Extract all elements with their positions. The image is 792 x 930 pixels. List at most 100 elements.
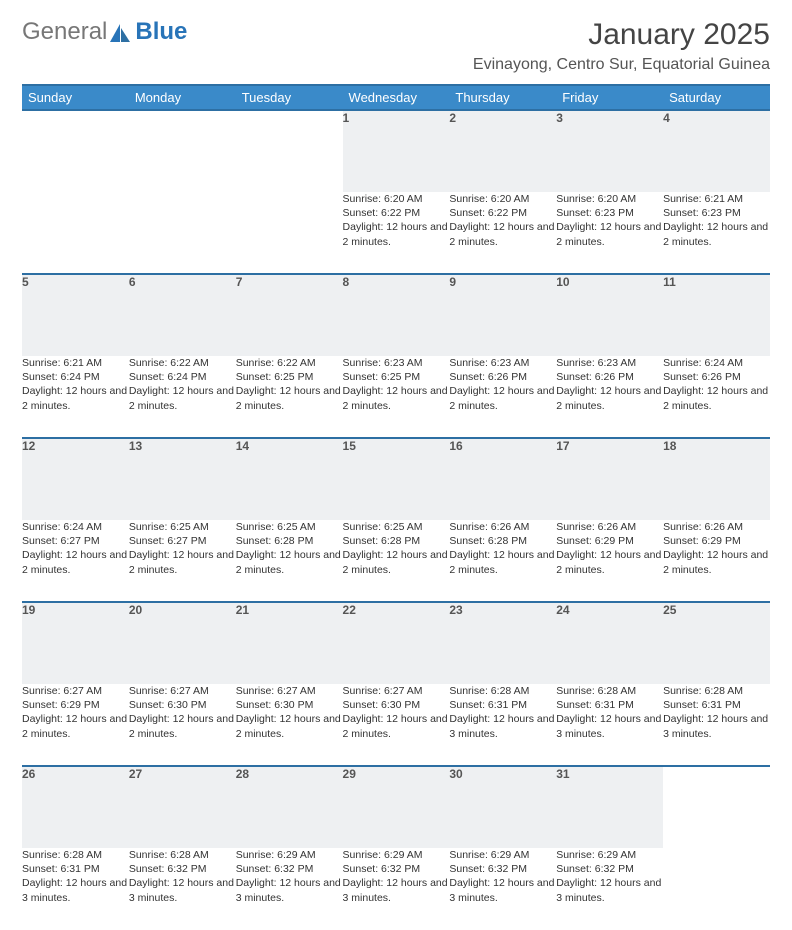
calendar-cell-empty	[129, 110, 236, 192]
day-number: 7	[236, 274, 343, 356]
day-number: 25	[663, 602, 770, 684]
daylight-line: Daylight: 12 hours and 2 minutes.	[663, 548, 770, 576]
day-number: 21	[236, 602, 343, 684]
day-info: Sunrise: 6:28 AMSunset: 6:31 PMDaylight:…	[22, 848, 129, 930]
daylight-line: Daylight: 12 hours and 2 minutes.	[236, 712, 343, 740]
sunrise-line: Sunrise: 6:21 AM	[663, 192, 770, 206]
sunset-line: Sunset: 6:26 PM	[556, 370, 663, 384]
day-info: Sunrise: 6:20 AMSunset: 6:22 PMDaylight:…	[449, 192, 556, 274]
sunset-line: Sunset: 6:26 PM	[449, 370, 556, 384]
daylight-line: Daylight: 12 hours and 2 minutes.	[663, 384, 770, 412]
weekday-header: Monday	[129, 85, 236, 110]
daylight-line: Daylight: 12 hours and 2 minutes.	[343, 384, 450, 412]
day-info: Sunrise: 6:24 AMSunset: 6:27 PMDaylight:…	[22, 520, 129, 602]
day-number: 5	[22, 274, 129, 356]
calendar-header-row: SundayMondayTuesdayWednesdayThursdayFrid…	[22, 85, 770, 110]
daylight-line: Daylight: 12 hours and 2 minutes.	[22, 712, 129, 740]
sunset-line: Sunset: 6:28 PM	[236, 534, 343, 548]
day-number: 17	[556, 438, 663, 520]
month-title: January 2025	[473, 18, 770, 52]
day-info: Sunrise: 6:29 AMSunset: 6:32 PMDaylight:…	[343, 848, 450, 930]
day-number: 12	[22, 438, 129, 520]
sunset-line: Sunset: 6:28 PM	[343, 534, 450, 548]
daylight-line: Daylight: 12 hours and 2 minutes.	[449, 548, 556, 576]
day-info: Sunrise: 6:20 AMSunset: 6:23 PMDaylight:…	[556, 192, 663, 274]
day-info: Sunrise: 6:27 AMSunset: 6:30 PMDaylight:…	[129, 684, 236, 766]
day-number: 3	[556, 110, 663, 192]
day-info: Sunrise: 6:23 AMSunset: 6:25 PMDaylight:…	[343, 356, 450, 438]
sunrise-line: Sunrise: 6:28 AM	[556, 684, 663, 698]
weekday-header: Tuesday	[236, 85, 343, 110]
daylight-line: Daylight: 12 hours and 2 minutes.	[449, 384, 556, 412]
calendar-cell-empty	[22, 110, 129, 192]
sunrise-line: Sunrise: 6:20 AM	[449, 192, 556, 206]
day-number: 11	[663, 274, 770, 356]
sunset-line: Sunset: 6:32 PM	[236, 862, 343, 876]
sunset-line: Sunset: 6:23 PM	[663, 206, 770, 220]
sunset-line: Sunset: 6:29 PM	[663, 534, 770, 548]
sunrise-line: Sunrise: 6:23 AM	[556, 356, 663, 370]
daylight-line: Daylight: 12 hours and 3 minutes.	[663, 712, 770, 740]
sunrise-line: Sunrise: 6:26 AM	[556, 520, 663, 534]
day-number: 4	[663, 110, 770, 192]
daylight-line: Daylight: 12 hours and 2 minutes.	[129, 712, 236, 740]
day-number: 28	[236, 766, 343, 848]
weekday-header: Thursday	[449, 85, 556, 110]
sunrise-line: Sunrise: 6:27 AM	[129, 684, 236, 698]
sunset-line: Sunset: 6:29 PM	[556, 534, 663, 548]
sunset-line: Sunset: 6:31 PM	[556, 698, 663, 712]
day-number: 26	[22, 766, 129, 848]
sunrise-line: Sunrise: 6:22 AM	[236, 356, 343, 370]
day-info: Sunrise: 6:22 AMSunset: 6:25 PMDaylight:…	[236, 356, 343, 438]
daylight-line: Daylight: 12 hours and 3 minutes.	[556, 876, 663, 904]
daylight-line: Daylight: 12 hours and 2 minutes.	[343, 548, 450, 576]
sunrise-line: Sunrise: 6:27 AM	[236, 684, 343, 698]
day-info: Sunrise: 6:28 AMSunset: 6:31 PMDaylight:…	[449, 684, 556, 766]
title-block: January 2025 Evinayong, Centro Sur, Equa…	[473, 18, 770, 74]
day-info: Sunrise: 6:22 AMSunset: 6:24 PMDaylight:…	[129, 356, 236, 438]
location-subtitle: Evinayong, Centro Sur, Equatorial Guinea	[473, 56, 770, 74]
brand-sail-icon	[109, 23, 131, 43]
day-info: Sunrise: 6:28 AMSunset: 6:32 PMDaylight:…	[129, 848, 236, 930]
sunset-line: Sunset: 6:22 PM	[343, 206, 450, 220]
daylight-line: Daylight: 12 hours and 2 minutes.	[343, 220, 450, 248]
daylight-line: Daylight: 12 hours and 2 minutes.	[129, 548, 236, 576]
calendar-cell-empty	[236, 192, 343, 274]
sunrise-line: Sunrise: 6:27 AM	[343, 684, 450, 698]
day-info: Sunrise: 6:23 AMSunset: 6:26 PMDaylight:…	[449, 356, 556, 438]
brand-text-b: Blue	[135, 18, 187, 46]
sunrise-line: Sunrise: 6:20 AM	[556, 192, 663, 206]
daylight-line: Daylight: 12 hours and 2 minutes.	[556, 384, 663, 412]
daylight-line: Daylight: 12 hours and 3 minutes.	[556, 712, 663, 740]
sunset-line: Sunset: 6:28 PM	[449, 534, 556, 548]
daylight-line: Daylight: 12 hours and 3 minutes.	[22, 876, 129, 904]
daylight-line: Daylight: 12 hours and 2 minutes.	[129, 384, 236, 412]
daylight-line: Daylight: 12 hours and 2 minutes.	[556, 548, 663, 576]
weekday-header: Wednesday	[343, 85, 450, 110]
day-number: 22	[343, 602, 450, 684]
day-number: 30	[449, 766, 556, 848]
sunrise-line: Sunrise: 6:29 AM	[449, 848, 556, 862]
weekday-header: Sunday	[22, 85, 129, 110]
day-number: 20	[129, 602, 236, 684]
daylight-line: Daylight: 12 hours and 2 minutes.	[236, 384, 343, 412]
day-info: Sunrise: 6:23 AMSunset: 6:26 PMDaylight:…	[556, 356, 663, 438]
sunrise-line: Sunrise: 6:25 AM	[129, 520, 236, 534]
daylight-line: Daylight: 12 hours and 2 minutes.	[22, 548, 129, 576]
sunrise-line: Sunrise: 6:29 AM	[236, 848, 343, 862]
sunrise-line: Sunrise: 6:27 AM	[22, 684, 129, 698]
daylight-line: Daylight: 12 hours and 3 minutes.	[449, 712, 556, 740]
calendar-table: SundayMondayTuesdayWednesdayThursdayFrid…	[22, 84, 770, 930]
calendar-cell-empty	[22, 192, 129, 274]
day-info: Sunrise: 6:25 AMSunset: 6:28 PMDaylight:…	[343, 520, 450, 602]
daylight-line: Daylight: 12 hours and 2 minutes.	[343, 712, 450, 740]
calendar-cell-empty	[129, 192, 236, 274]
day-info: Sunrise: 6:27 AMSunset: 6:29 PMDaylight:…	[22, 684, 129, 766]
day-info: Sunrise: 6:21 AMSunset: 6:24 PMDaylight:…	[22, 356, 129, 438]
day-number: 14	[236, 438, 343, 520]
sunrise-line: Sunrise: 6:20 AM	[343, 192, 450, 206]
day-info: Sunrise: 6:26 AMSunset: 6:29 PMDaylight:…	[663, 520, 770, 602]
day-number: 13	[129, 438, 236, 520]
day-info: Sunrise: 6:21 AMSunset: 6:23 PMDaylight:…	[663, 192, 770, 274]
sunset-line: Sunset: 6:31 PM	[663, 698, 770, 712]
